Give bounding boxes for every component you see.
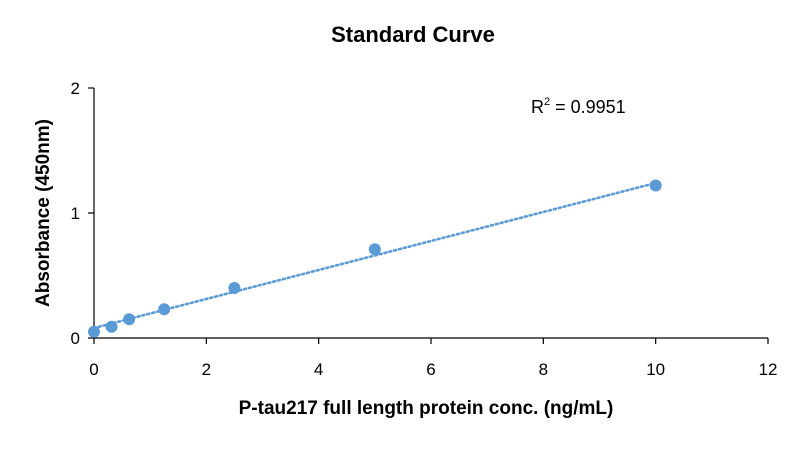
data-point (106, 321, 118, 333)
trendline (94, 183, 656, 328)
data-point (650, 180, 662, 192)
y-axis: 0 1 2 (71, 79, 94, 348)
x-tick-label: 6 (426, 360, 435, 379)
r-squared-annotation: R2 = 0.9951 (531, 96, 626, 117)
x-tick-label: 8 (539, 360, 548, 379)
data-point (88, 326, 100, 338)
x-tick-label: 12 (759, 360, 778, 379)
x-tick-label: 0 (89, 360, 98, 379)
x-tick-label: 4 (314, 360, 323, 379)
data-point (369, 243, 381, 255)
y-tick-label: 2 (71, 79, 80, 98)
y-tick-label: 0 (71, 329, 80, 348)
r-squared-r: R (531, 97, 544, 117)
data-point (228, 282, 240, 294)
x-tick-label: 2 (202, 360, 211, 379)
x-axis-label: P-tau217 full length protein conc. (ng/m… (239, 398, 614, 419)
x-tick-label: 10 (646, 360, 665, 379)
x-axis: 0 2 4 6 8 10 12 (89, 338, 777, 379)
chart-title: Standard Curve (331, 22, 495, 47)
y-tick-label: 1 (71, 204, 80, 223)
y-axis-label: Absorbance (450nm) (33, 119, 54, 307)
data-point (123, 313, 135, 325)
r-squared-value: = 0.9951 (550, 97, 626, 117)
data-point (158, 303, 170, 315)
